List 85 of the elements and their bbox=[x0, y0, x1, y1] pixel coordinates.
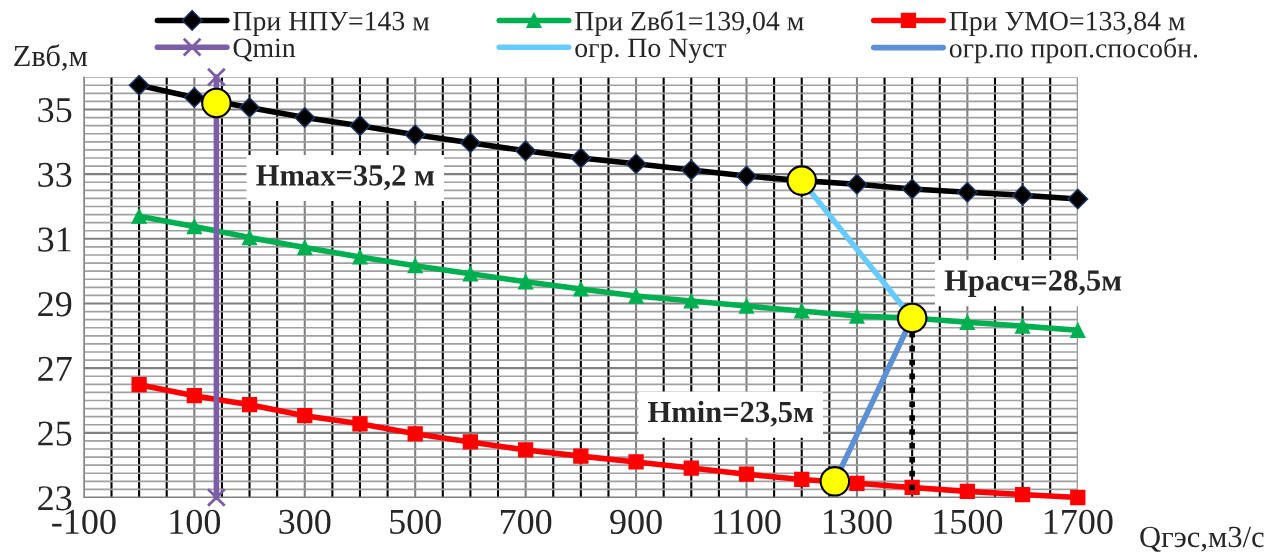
point bbox=[1012, 184, 1034, 206]
point bbox=[628, 454, 644, 470]
point bbox=[959, 314, 976, 330]
point bbox=[570, 147, 592, 169]
y-tick-label: 31 bbox=[38, 227, 71, 252]
point bbox=[183, 86, 205, 109]
point bbox=[819, 466, 851, 497]
point bbox=[186, 218, 202, 235]
legend-label: При УМО=133,84 м bbox=[949, 11, 1185, 37]
point bbox=[517, 442, 534, 458]
x-tick-label: 1300 bbox=[824, 509, 892, 535]
x-tick-label: 900 bbox=[610, 509, 662, 535]
legend-label: огр.по проп.способн. bbox=[949, 37, 1198, 64]
y-tick-label: 25 bbox=[38, 421, 72, 446]
annotation: Hрасч=28,5м bbox=[944, 270, 1122, 297]
point bbox=[404, 124, 426, 146]
point bbox=[131, 208, 147, 224]
point bbox=[956, 181, 978, 203]
point bbox=[573, 281, 589, 297]
point bbox=[680, 159, 702, 181]
point bbox=[128, 74, 150, 96]
point bbox=[786, 165, 817, 196]
point bbox=[1014, 318, 1031, 334]
x-axis-title: Qгэс,м3/с bbox=[1140, 526, 1264, 552]
point bbox=[628, 288, 644, 304]
point bbox=[206, 487, 227, 508]
point bbox=[349, 115, 371, 137]
y-tick-label: 23 bbox=[38, 486, 72, 511]
point bbox=[297, 239, 313, 256]
point bbox=[407, 258, 423, 274]
point bbox=[294, 107, 316, 129]
point bbox=[683, 293, 699, 309]
point bbox=[186, 388, 202, 404]
point bbox=[515, 140, 537, 162]
y-tick-label: 27 bbox=[38, 356, 72, 381]
point bbox=[1067, 188, 1089, 210]
point bbox=[297, 408, 313, 424]
point bbox=[241, 229, 258, 246]
point bbox=[735, 165, 758, 187]
point bbox=[201, 87, 232, 119]
point bbox=[517, 274, 534, 290]
point bbox=[959, 483, 976, 500]
point bbox=[738, 466, 755, 482]
x-tick-label: 1700 bbox=[1044, 509, 1113, 535]
point bbox=[846, 173, 868, 195]
point bbox=[901, 178, 923, 200]
x-tick-label: 500 bbox=[390, 509, 441, 535]
point bbox=[1014, 486, 1031, 503]
point bbox=[459, 132, 481, 154]
point bbox=[1070, 322, 1086, 338]
point bbox=[239, 97, 261, 119]
legend-label: При Zвб1=139,04 м bbox=[575, 10, 804, 37]
x-tick-label: 300 bbox=[279, 509, 331, 535]
y-tick-label: 33 bbox=[38, 162, 72, 188]
point bbox=[896, 302, 928, 334]
point bbox=[849, 308, 865, 324]
legend-label: При НПУ=143 м bbox=[233, 11, 430, 37]
point bbox=[794, 303, 810, 319]
point bbox=[352, 249, 368, 265]
annotation: Hmax=35,2 м bbox=[256, 165, 434, 191]
point bbox=[738, 298, 755, 314]
legend-label: Qmin bbox=[233, 38, 296, 62]
point bbox=[573, 448, 589, 464]
point bbox=[683, 460, 699, 476]
y-tick-label: 29 bbox=[38, 292, 72, 317]
x-tick-label: 1100 bbox=[714, 509, 781, 535]
annotation: Hmin=23,5м bbox=[648, 400, 813, 427]
point bbox=[462, 434, 479, 450]
x-tick-label: 1500 bbox=[934, 509, 1003, 535]
point bbox=[849, 475, 865, 491]
x-tick-label: -100 bbox=[52, 509, 116, 535]
point bbox=[794, 471, 810, 488]
x-tick-label: 100 bbox=[170, 509, 221, 535]
point bbox=[241, 397, 258, 413]
point bbox=[131, 377, 147, 393]
point bbox=[462, 266, 479, 282]
y-tick-label: 35 bbox=[38, 98, 72, 123]
point bbox=[625, 153, 647, 175]
point bbox=[407, 426, 423, 442]
y-axis-title: Zвб,м bbox=[14, 44, 88, 71]
x-tick-label: 700 bbox=[500, 509, 552, 535]
point bbox=[352, 416, 368, 432]
point bbox=[1070, 489, 1086, 506]
point bbox=[206, 67, 227, 87]
legend-label: огр. По Nуст bbox=[575, 38, 727, 63]
